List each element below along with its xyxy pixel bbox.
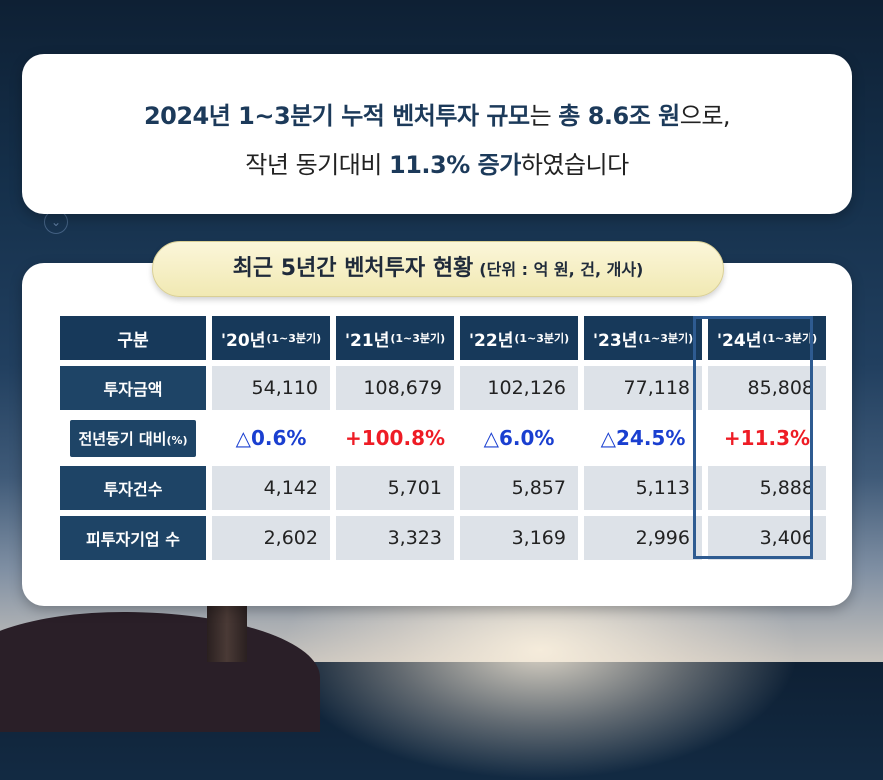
header-year-label: '20년 [220, 330, 266, 351]
table-title-pill: 최근 5년간 벤처투자 현황 (단위 : 억 원, 건, 개사) [152, 241, 724, 297]
header-year: '23년 (1~3분기) [584, 316, 702, 360]
headline-card: 2024년 1~3분기 누적 벤처투자 규모는 총 8.6조 원으로, 작년 동… [22, 54, 852, 214]
headline-text: 작년 동기대비 [245, 151, 390, 179]
yoy-cell-increase: +100.8% [336, 416, 454, 460]
headline-scope: 2024년 1~3분기 누적 벤처투자 규모 [143, 102, 530, 130]
header-year: '24년 (1~3분기) [708, 316, 826, 360]
header-year-label: '23년 [592, 330, 638, 351]
background-post [207, 600, 247, 662]
table-cell: 4,142 [212, 466, 330, 510]
headline-line-1: 2024년 1~3분기 누적 벤처투자 규모는 총 8.6조 원으로, [22, 96, 852, 131]
row-label-yoy-text: 전년동기 대비 [78, 429, 167, 448]
header-year-label: '21년 [344, 330, 390, 351]
headline-growth: 11.3% 증가 [389, 151, 521, 179]
table-cell: 5,857 [460, 466, 578, 510]
headline-text: 하였습니다 [520, 151, 629, 179]
yoy-cell-increase: +11.3% [708, 416, 826, 460]
table-title: 최근 5년간 벤처투자 현황 [232, 256, 474, 281]
header-year-period: (1~3분기) [390, 332, 446, 345]
table-cell: 5,113 [584, 466, 702, 510]
table-cell: 2,996 [584, 516, 702, 560]
background-hill [0, 612, 320, 732]
table-cell: 108,679 [336, 366, 454, 410]
table-cell: 2,602 [212, 516, 330, 560]
header-year-period: (1~3분기) [638, 332, 694, 345]
table-cell: 102,126 [460, 366, 578, 410]
row-label-yoy: 전년동기 대비(%) [60, 416, 206, 460]
header-corner: 구분 [60, 316, 206, 360]
header-year-label: '24년 [716, 330, 762, 351]
table-cell: 3,406 [708, 516, 826, 560]
yoy-cell-decrease: △24.5% [584, 416, 702, 460]
header-year: '22년 (1~3분기) [460, 316, 578, 360]
row-label-yoy-unit: (%) [166, 433, 188, 447]
header-year-period: (1~3분기) [514, 332, 570, 345]
table-cell: 3,169 [460, 516, 578, 560]
headline-text: 는 [529, 102, 559, 130]
investment-table: 구분 '20년 (1~3분기) '21년 (1~3분기) '22년 (1~3분기) '… [60, 316, 826, 560]
row-label-amount: 투자금액 [60, 366, 206, 410]
headline-total: 총 8.6조 원 [558, 102, 680, 130]
table-cell: 5,888 [708, 466, 826, 510]
row-label-yoy-box: 전년동기 대비(%) [70, 419, 196, 457]
header-year-period: (1~3분기) [266, 332, 322, 345]
table-cell: 77,118 [584, 366, 702, 410]
table-unit: (단위 : 억 원, 건, 개사) [479, 260, 644, 279]
table-cell: 54,110 [212, 366, 330, 410]
row-label-companies: 피투자기업 수 [60, 516, 206, 560]
yoy-cell-decrease: △6.0% [460, 416, 578, 460]
header-year: '21년 (1~3분기) [336, 316, 454, 360]
yoy-cell-decrease: △0.6% [212, 416, 330, 460]
header-year-period: (1~3분기) [762, 332, 818, 345]
header-year: '20년 (1~3분기) [212, 316, 330, 360]
table-cell: 5,701 [336, 466, 454, 510]
headline-line-2: 작년 동기대비 11.3% 증가하였습니다 [22, 145, 852, 180]
row-label-count: 투자건수 [60, 466, 206, 510]
header-year-label: '22년 [468, 330, 514, 351]
table-cell: 3,323 [336, 516, 454, 560]
table-cell: 85,808 [708, 366, 826, 410]
headline-text: 으로, [679, 102, 731, 130]
